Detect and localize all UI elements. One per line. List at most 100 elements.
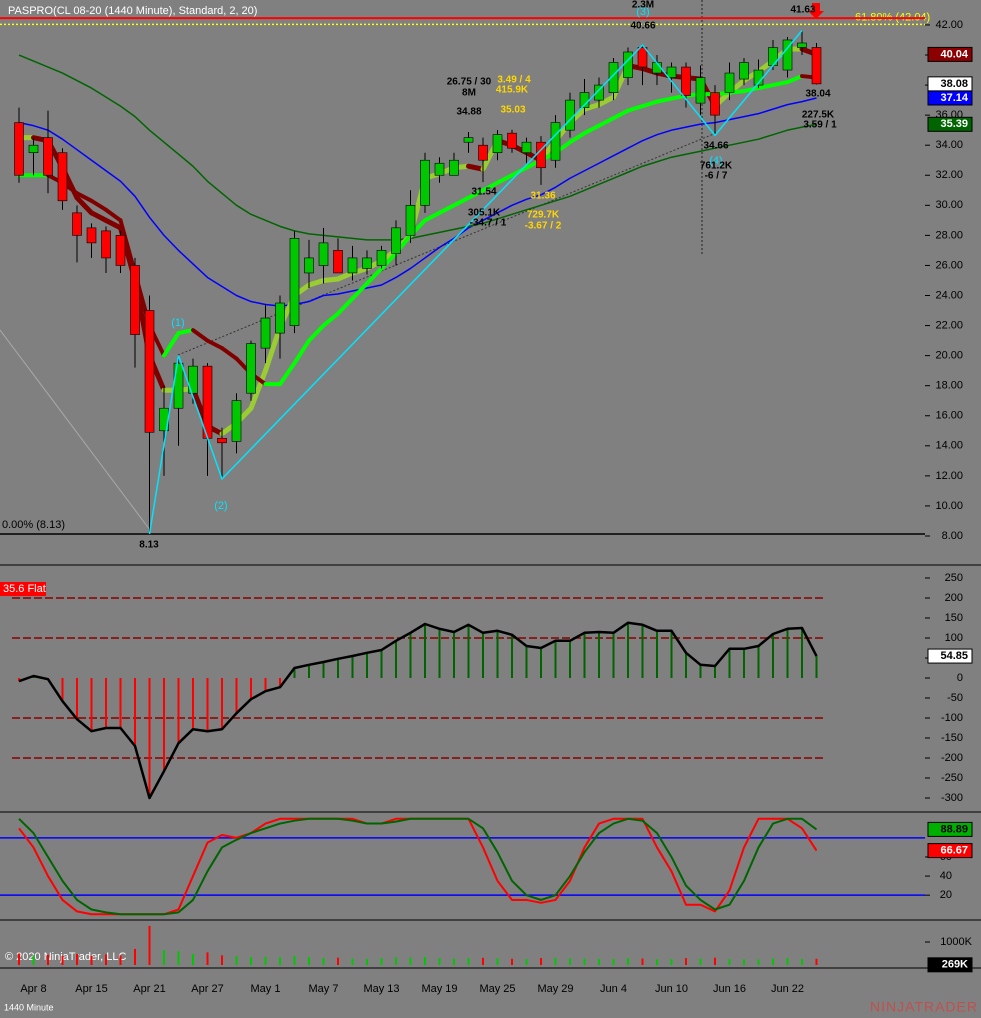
value-box [927,116,973,132]
candle-body [173,362,184,409]
volume-bar [235,956,238,965]
stochastic-line [18,817,818,916]
trend-average [365,266,384,286]
x-tick-label: May 13 [363,983,399,995]
trend-average [278,361,297,387]
panel-label-box [0,582,46,596]
candle-body [420,159,430,206]
value-box-label: 54.85 [940,650,968,662]
volume-bar [540,958,542,965]
y-tick-label: 30.00 [935,199,963,211]
volume-bar [612,959,615,965]
x-tick-label: May 29 [537,983,573,995]
trend-average [75,191,94,203]
volume-bar [76,953,78,965]
candle-body [478,144,488,161]
candle-body [507,132,517,149]
y-tick-label: 22.00 [935,319,963,331]
volume-bar [351,958,354,965]
brand: NINJATRADER [870,999,978,1015]
volume-bar [786,958,789,965]
volume-bar [47,954,49,965]
candle-body [782,39,793,71]
candle-body [43,137,53,176]
candle-body [260,317,271,349]
trend-average [321,311,340,328]
volume-bar [264,956,267,965]
price-label: 31.54 [471,187,496,198]
fib-line [0,329,151,531]
volume-bar [670,959,673,965]
annotation: -6 / 7 [705,171,728,182]
trend-average [89,210,109,223]
trend-average [104,207,123,223]
trend-average [292,338,311,366]
volume-bar [801,959,803,965]
y-tick-label: -150 [941,732,963,744]
candle-body [28,144,39,154]
trend-average [423,210,442,223]
annotation: 3.59 / 1 [803,120,837,131]
candle-body [739,62,749,80]
y-tick-label: 26.00 [935,259,963,271]
candle-body [289,238,300,326]
candle-body [217,437,227,444]
candle-body [797,42,807,48]
volume-bar [554,957,557,965]
trend-average [248,368,268,411]
candle-body [521,141,532,154]
volume-bar [569,958,571,965]
trend-average [437,203,456,215]
volume-bar [656,959,658,965]
y-tick-label: 18.00 [935,380,963,392]
volume-bar [163,950,165,965]
annotation: 729.7K [527,210,560,221]
y-tick-label: 34.00 [935,139,963,151]
value-box-label: 37.14 [940,92,968,104]
volume-bar [815,958,818,965]
trend-average [306,277,326,288]
annotation: -3.67 / 2 [525,221,562,232]
price-label: 31.36 [530,191,555,202]
value-box-label: 66.67 [940,845,968,857]
trend-average [785,74,804,85]
value-box-label: 88.89 [940,823,968,835]
y-tick-label: 32.00 [935,169,963,181]
y-tick-label: 20 [940,889,952,901]
volume-bar [380,958,383,965]
candle-body [347,257,358,274]
trend-average [89,198,108,212]
candle-body [14,122,24,176]
panel-label: 35.6 Flat [3,583,46,595]
candle-body [666,66,677,78]
trend-average [307,323,326,343]
wave-label: (4) [709,155,722,167]
trend-average [568,131,587,145]
alert-arrow [808,3,824,19]
wave-label: (2) [214,500,227,512]
volume-bar [250,956,252,965]
volume-bar [496,958,499,965]
value-box [927,46,973,62]
volume-bar [148,925,151,965]
candle-body [318,242,329,266]
candle-body [246,343,256,394]
y-tick-label: -200 [941,752,963,764]
price-label: 34.66 [703,141,728,152]
annotation: -34.7 / 1 [470,218,507,229]
y-tick-label: -250 [941,772,963,784]
y-tick-label: -50 [947,692,963,704]
candle-body [434,162,445,176]
y-tick-label: 28.00 [935,229,963,241]
trend-average [220,346,239,361]
candle-body [231,400,242,442]
trend-average [611,108,630,121]
volume-bar [322,958,325,965]
trend-average [205,338,224,351]
volume-bar [279,957,281,965]
trend-average [176,328,195,336]
volume-bar [453,958,455,965]
candle-body [463,137,474,143]
volume-bar [743,959,745,965]
y-tick-label: 250 [945,572,963,584]
